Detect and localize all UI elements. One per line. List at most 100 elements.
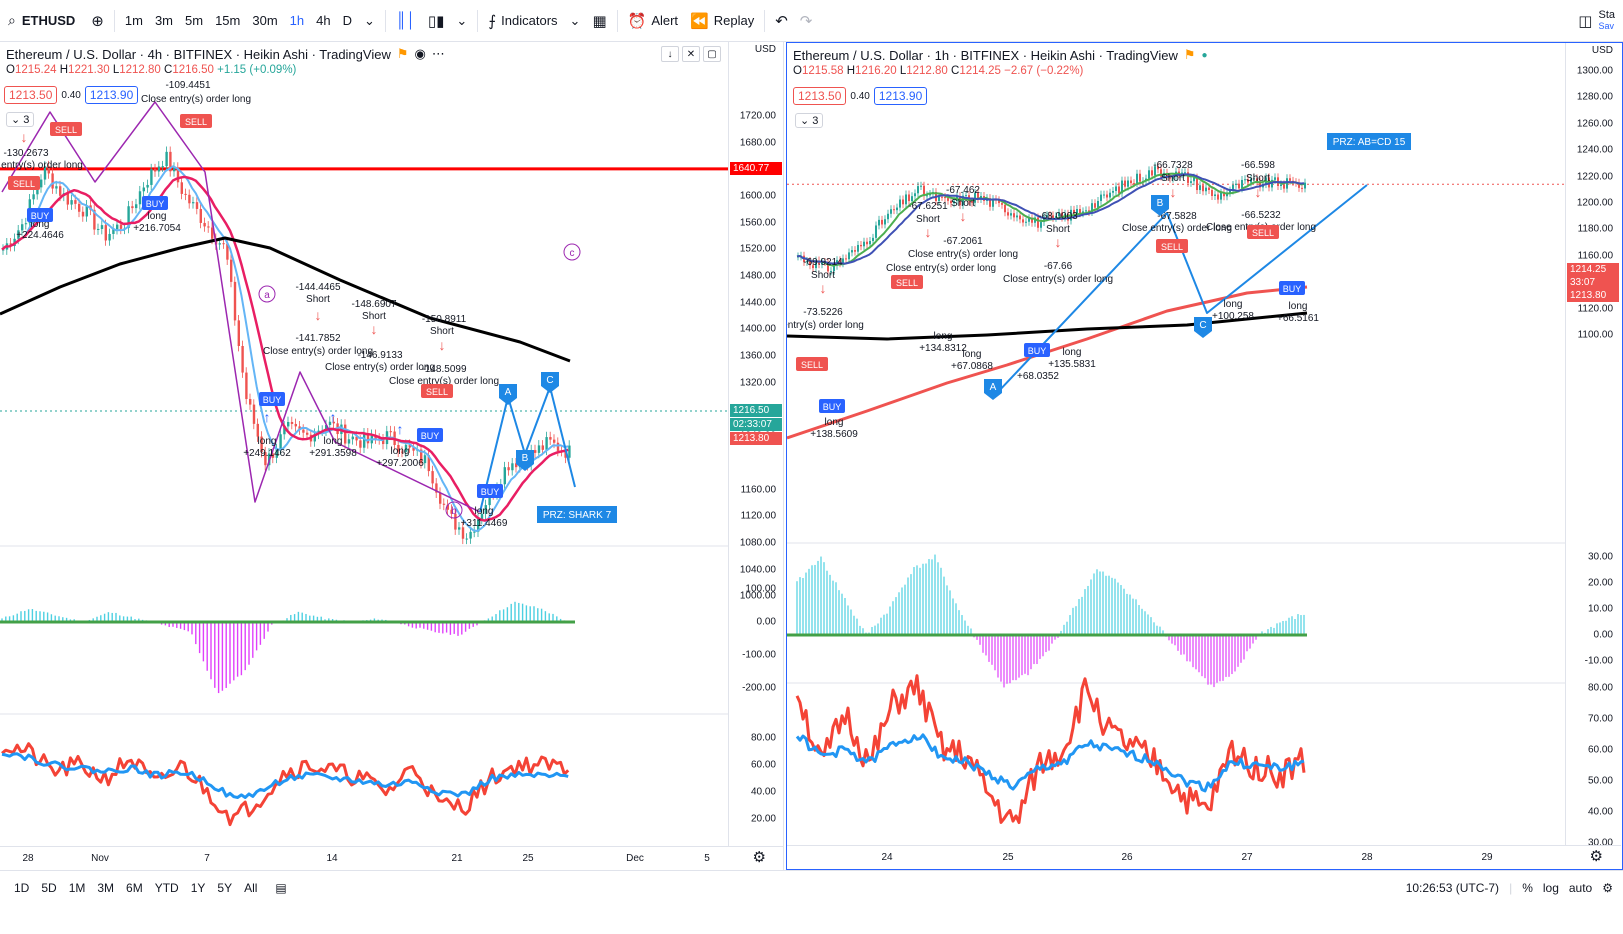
trade-pnl-label: +68.0352 bbox=[1017, 371, 1059, 382]
price-axis-4h[interactable]: USD 1720.001680.001640.001600.001560.001… bbox=[728, 42, 783, 870]
range-3m[interactable]: 3M bbox=[97, 881, 115, 895]
scroll-down-icon[interactable]: ↓ bbox=[661, 46, 679, 62]
layout-icon[interactable]: ◫ bbox=[1578, 13, 1593, 30]
replay-button[interactable]: ⏪ Replay bbox=[684, 0, 760, 41]
bottom-toolbar: 1D 5D 1M 3M 6M YTD 1Y 5Y All ▤ 10:26:53 … bbox=[0, 870, 1623, 934]
sell-signal-tag: SELL bbox=[896, 278, 918, 288]
alert-button[interactable]: ⏰ Alert bbox=[622, 0, 684, 41]
range-5d[interactable]: 5D bbox=[41, 881, 57, 895]
pattern-point-c-bg bbox=[1194, 317, 1212, 338]
redo-button[interactable]: ↷ bbox=[794, 0, 819, 41]
candle bbox=[875, 225, 877, 238]
interval-30m[interactable]: 30m bbox=[252, 13, 278, 28]
interval-1h[interactable]: 1h bbox=[289, 13, 305, 28]
bar-style-button[interactable]: ║│ bbox=[390, 0, 422, 41]
chart-title[interactable]: Ethereum / U.S. Dollar · 4h · BITFINEX ·… bbox=[6, 46, 391, 62]
interval-1m[interactable]: 1m bbox=[124, 13, 143, 28]
candle bbox=[827, 262, 829, 272]
indicator-collapse-button[interactable]: ⌄ 3 bbox=[6, 112, 35, 127]
range-ytd[interactable]: YTD bbox=[154, 881, 179, 895]
indicators-dropdown[interactable]: ⌄ bbox=[564, 0, 587, 41]
gear-icon[interactable]: ⚙ bbox=[752, 849, 766, 866]
auto-toggle[interactable]: auto bbox=[1568, 881, 1593, 895]
candle bbox=[203, 222, 206, 227]
clock-display[interactable]: 10:26:53 (UTC-7) bbox=[1405, 881, 1500, 895]
gear-icon[interactable]: ⚙ bbox=[1589, 848, 1603, 865]
candle bbox=[283, 426, 286, 435]
close-order-label: Close entry(s) order long bbox=[1003, 274, 1113, 285]
sma-line bbox=[0, 236, 571, 363]
log-toggle[interactable]: log bbox=[1542, 881, 1559, 895]
candle bbox=[992, 199, 994, 207]
buy-arrow-icon: ↑ bbox=[264, 409, 271, 425]
candle bbox=[848, 252, 850, 260]
chart-type-dropdown[interactable]: ⌄ bbox=[450, 0, 473, 41]
templates-button[interactable]: ▦ bbox=[586, 0, 612, 41]
sell-price-button[interactable]: 1213.50 bbox=[4, 86, 58, 104]
candle bbox=[902, 199, 904, 205]
buy-price-button[interactable]: 1213.90 bbox=[84, 86, 139, 104]
candle bbox=[1154, 166, 1156, 176]
time-axis-4h[interactable]: ⚙ 28 Nov 7 14 21 25 Dec 5 bbox=[0, 846, 783, 870]
interval-3m[interactable]: 3m bbox=[154, 13, 173, 28]
countdown-tag: 02:33:07 bbox=[730, 418, 782, 431]
chart-pane-4h[interactable]: a c b -109.4451 Close entry(s) order long -13… bbox=[0, 42, 784, 870]
interval-4h[interactable]: 4h bbox=[316, 13, 331, 28]
interval-5m[interactable]: 5m bbox=[185, 13, 204, 28]
range-1y[interactable]: 1Y bbox=[190, 881, 206, 895]
chart-pane-1h[interactable]: PRZ: AB=CD 15 -66.7328 Short -66.598 Short -6… bbox=[786, 42, 1623, 870]
trade-pnl-label: +134.8312 bbox=[919, 343, 967, 354]
more-icon[interactable]: ⋯ bbox=[431, 46, 445, 61]
close-order-label: Close entry(s) order long bbox=[908, 249, 1018, 260]
percent-toggle[interactable]: % bbox=[1522, 881, 1533, 895]
candle bbox=[1184, 172, 1186, 174]
chart-title[interactable]: Ethereum / U.S. Dollar · 1h · BITFINEX ·… bbox=[793, 47, 1178, 63]
candle bbox=[199, 208, 202, 223]
buy-signal-tag: BUY bbox=[146, 199, 165, 209]
sell-signal-tag: SELL bbox=[13, 179, 35, 189]
range-1m[interactable]: 1M bbox=[68, 881, 86, 895]
interval-dropdown[interactable]: ⌄ bbox=[358, 0, 381, 41]
sell-signal-tag: SELL bbox=[426, 387, 448, 397]
price-axis-tick: 1080.00 bbox=[739, 537, 776, 549]
pattern-point-b-bg bbox=[1151, 195, 1169, 216]
chart-canvas-4h[interactable]: a c b -109.4451 Close entry(s) order long -13… bbox=[0, 42, 728, 846]
chart-type-button[interactable]: ▯▮ bbox=[422, 0, 451, 41]
symbol-search[interactable]: ⌕ ETHUSD bbox=[0, 0, 85, 41]
ohlc-values: O1215.58 H1216.20 L1212.80 C1214.25 −2.6… bbox=[793, 65, 1084, 77]
price-axis-1h[interactable]: USD 1300.00 1280.00 1260.00 1240.00 1220.00 1… bbox=[1565, 43, 1621, 869]
buy-price-button[interactable]: 1213.90 bbox=[873, 87, 928, 105]
candle bbox=[355, 436, 358, 441]
currency-label[interactable]: USD bbox=[754, 44, 776, 55]
rsi-axis-tick: 80.00 bbox=[1587, 682, 1613, 694]
interval-15m[interactable]: 15m bbox=[215, 13, 241, 28]
candle bbox=[911, 196, 913, 202]
flag-icon[interactable]: ⚑ bbox=[1183, 47, 1196, 62]
candle bbox=[866, 241, 868, 245]
range-5y[interactable]: 5Y bbox=[217, 881, 233, 895]
indicator-collapse-button[interactable]: ⌄ 3 bbox=[795, 113, 824, 128]
sell-price-button[interactable]: 1213.50 bbox=[793, 87, 847, 105]
interval-d[interactable]: D bbox=[342, 13, 352, 28]
eye-icon[interactable]: ◉ bbox=[414, 46, 426, 61]
time-axis-1h[interactable]: ⚙ 24 25 26 27 28 29 bbox=[787, 845, 1621, 869]
maximize-icon[interactable]: ▢ bbox=[703, 46, 721, 62]
indicators-button[interactable]: ⨍ Indicators bbox=[482, 0, 563, 41]
save-button[interactable]: Sta Sav bbox=[1598, 10, 1615, 32]
order-label: long bbox=[31, 219, 50, 230]
chart-canvas-1h[interactable]: PRZ: AB=CD 15-66.7328Short-66.598Short-6… bbox=[787, 43, 1565, 845]
candle bbox=[1115, 186, 1117, 191]
compare-add-button[interactable]: ⊕ bbox=[85, 0, 110, 41]
collapse-icon[interactable]: ✕ bbox=[682, 46, 700, 62]
candle bbox=[851, 250, 853, 253]
range-6m[interactable]: 6M bbox=[126, 881, 143, 895]
range-1d[interactable]: 1D bbox=[14, 881, 30, 895]
undo-button[interactable]: ↶ bbox=[769, 0, 794, 41]
flag-icon[interactable]: ⚑ bbox=[396, 46, 409, 61]
currency-label[interactable]: USD bbox=[1591, 45, 1613, 56]
buy-signal-tag: BUY bbox=[31, 211, 50, 221]
date-range-icon[interactable]: ▤ bbox=[275, 881, 287, 895]
settings-icon[interactable]: ⚙ bbox=[1602, 881, 1613, 895]
trade-pnl-label: -130.2673 bbox=[3, 148, 48, 159]
range-all[interactable]: All bbox=[244, 881, 258, 895]
